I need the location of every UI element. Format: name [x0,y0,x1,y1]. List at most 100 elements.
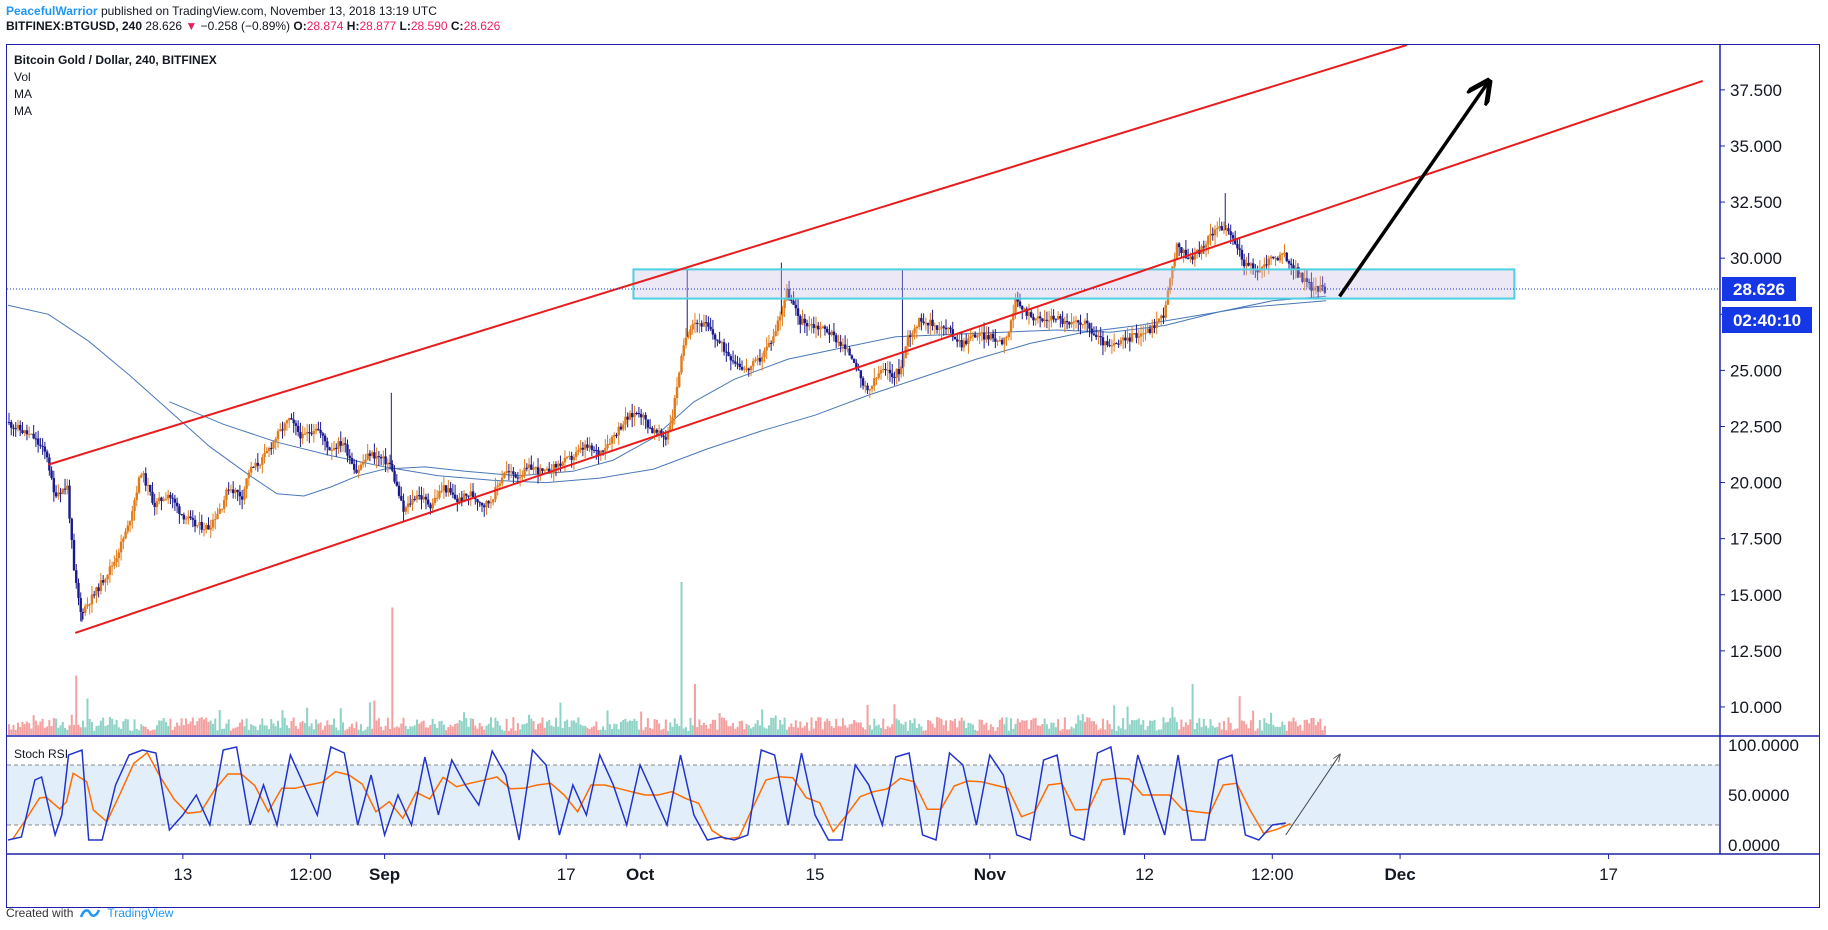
candle-body [1211,233,1214,236]
candle-body [604,448,607,452]
candle-body [664,437,668,440]
candle-body [873,378,876,387]
volume-bar [122,721,125,735]
volume-bar [1081,713,1084,735]
candle-body [1287,261,1291,264]
volume-bar [622,719,625,735]
channel-lower-line[interactable] [74,79,1704,634]
candle-body [808,325,811,327]
volume-bar [626,721,629,735]
volume-bar [133,719,136,735]
candle-body [949,327,952,330]
projection-arrow[interactable] [1338,83,1488,298]
candle-body [920,317,923,322]
volume-bar [1021,720,1024,735]
volume-bar [451,726,454,735]
author-link[interactable]: PeacefulWarrior [6,4,98,18]
candle-body [734,361,737,364]
candle-body [521,474,524,478]
volume-bar [1247,728,1250,735]
volume-bar [19,727,22,735]
candle-body [929,319,932,326]
volume-bar [216,730,219,735]
volume-bar [539,722,542,735]
high-label: H: [346,19,360,33]
volume-bar [301,721,304,735]
candle-body [234,489,237,494]
volume-bar [1182,726,1185,735]
candle-body [1285,252,1288,262]
candle-body [453,494,457,499]
volume-bar [1220,729,1223,735]
low-value: 28.590 [410,19,448,33]
volume-bar [173,726,176,735]
candle-body [583,444,587,450]
candle-body [1090,328,1093,334]
candle-body [1177,243,1181,248]
volume-bar [691,725,694,735]
candle-body [1267,258,1271,266]
candle-body [57,492,60,497]
volume-bar [1151,720,1154,735]
volume-bar [597,730,600,735]
volume-bar [409,726,412,735]
volume-bar [572,720,575,735]
volume-bar [664,719,667,735]
stoch-projection-arrow[interactable] [1285,755,1340,836]
candle-body [10,422,13,428]
volume-bar [554,717,557,735]
candle-body [431,503,434,509]
candle-body [216,513,219,520]
volume-bar [644,727,647,735]
candle-body [644,415,647,420]
volume-bar [398,727,401,735]
candle-body [765,346,768,351]
candle-body [16,424,20,429]
x-tick-label: 12:00 [1251,865,1294,884]
volume-bar [1131,719,1134,735]
candle-body [61,488,64,494]
volume-bar [873,718,876,735]
footer: Created with TradingView [6,906,173,920]
candle-body [783,300,786,309]
candle-body [803,318,806,324]
candle-body [202,529,206,531]
candle-body [209,527,212,530]
candle-body [610,436,614,444]
volume-bar [43,727,46,735]
candle-body [951,329,954,337]
volume-bar [992,726,995,735]
volume-bar [754,723,757,735]
candle-body [500,477,504,484]
candle-body [231,489,235,494]
candle-body [151,491,154,503]
candle-body [364,459,367,463]
volume-bar [888,727,891,735]
volume-bar [776,729,779,735]
tradingview-link[interactable]: TradingView [107,906,174,920]
volume-bar [821,729,824,735]
volume-bar [480,726,483,735]
candle-body [1204,244,1208,248]
candle-body [1054,319,1058,321]
volume-bar [81,720,84,735]
candle-body [678,372,681,387]
volume-bar [924,730,927,735]
volume-bar [624,718,627,735]
volume-bar [185,718,188,735]
candle-body [1218,226,1221,229]
candle-body [718,340,721,343]
candle-body [258,464,262,466]
volume-bar [839,726,842,735]
channel-upper-line[interactable] [48,45,1408,466]
volume-bar [810,717,813,735]
candle-body [178,506,181,514]
volume-bar [106,724,109,735]
candle-body [1099,336,1102,338]
candle-body [1052,315,1055,320]
candle-body [637,413,641,415]
legend-ma-1: MA [14,87,32,101]
volume-bar [1312,717,1315,735]
candle-body [305,432,309,434]
